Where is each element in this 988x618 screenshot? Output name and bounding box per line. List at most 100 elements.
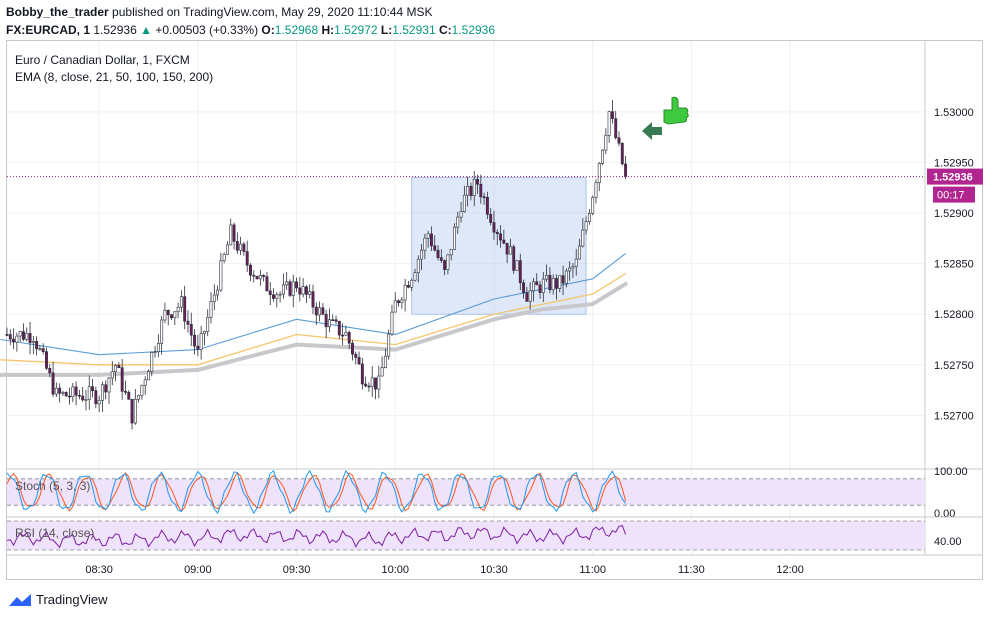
instrument-legend[interactable]: Euro / Canadian Dollar, 1, FXCM: [15, 53, 190, 67]
candle-body: [314, 306, 318, 316]
candle-body: [219, 260, 223, 291]
candle-body: [281, 284, 285, 295]
candle-body: [617, 137, 621, 144]
candle-body: [74, 386, 78, 396]
candle-body: [268, 290, 272, 295]
author-name[interactable]: Bobby_the_trader: [6, 5, 109, 19]
chart-frame: [6, 40, 983, 580]
candle-body: [614, 118, 618, 139]
candle-body: [321, 307, 325, 315]
candle-body: [341, 334, 345, 337]
y-tick-label: 1.52950: [934, 157, 974, 169]
countdown-badge: [933, 186, 975, 203]
rsi-tick-label: 40.00: [934, 536, 962, 548]
candle-body: [571, 266, 575, 269]
footer-brand[interactable]: TradingView: [36, 592, 108, 607]
candle-body: [551, 278, 555, 291]
y-tick-label: 1.52800: [934, 309, 974, 321]
candle-body: [574, 258, 578, 267]
candle-body: [327, 319, 331, 328]
candle-body: [41, 348, 45, 352]
low-value: 1.52931: [392, 23, 436, 37]
candle-body: [196, 345, 200, 350]
thumbs-up-shape: [663, 96, 689, 125]
x-tick-label: 12:00: [776, 564, 804, 576]
candle-body: [28, 333, 32, 343]
rsi-line: [6, 525, 627, 549]
candle-body: [179, 296, 183, 308]
stoch-legend[interactable]: Stoch (5, 3, 3): [15, 479, 90, 493]
candle-body: [357, 357, 361, 365]
candle-body: [202, 331, 206, 334]
candle-body: [522, 282, 526, 294]
candle-body: [38, 348, 42, 350]
candle-body: [143, 379, 147, 386]
candle-body: [183, 296, 187, 322]
candle-body: [531, 281, 535, 292]
candle-body: [426, 233, 430, 239]
ohlc-line: FX:EURCAD, 1 1.52936 ▲ +0.00503 (+0.33%)…: [6, 23, 495, 37]
stoch-tick-label: 0.00: [934, 508, 955, 520]
candle-body: [433, 245, 437, 251]
candle-body: [446, 254, 450, 270]
candle-body: [249, 264, 252, 276]
candle-body: [360, 363, 364, 385]
candle-body: [301, 286, 305, 295]
candle-body: [199, 333, 203, 350]
candle-body: [81, 395, 85, 401]
y-tick-label: 1.52850: [934, 259, 974, 271]
candle-body: [607, 111, 611, 136]
y-tick-label: 1.52750: [934, 360, 974, 372]
stoch-band: [7, 478, 925, 506]
candle-body: [594, 182, 598, 198]
candle-body: [374, 377, 377, 390]
stoch-k-line: [6, 469, 627, 515]
candle-body: [439, 257, 443, 261]
candle-body: [344, 332, 348, 336]
candle-body: [130, 398, 134, 424]
candle-body: [370, 377, 374, 387]
rsi-legend[interactable]: RSI (14, close): [15, 526, 94, 540]
candle-body: [150, 352, 154, 372]
publish-line: Bobby_the_trader published on TradingVie…: [6, 5, 432, 19]
candle-body: [97, 400, 101, 405]
rsi-pane: 40.00: [6, 516, 983, 551]
open-label: O:: [261, 23, 275, 37]
candle-body: [548, 275, 552, 291]
candle-body: [245, 251, 249, 266]
candle-body: [64, 392, 68, 397]
last-price: 1.52936: [93, 23, 137, 37]
candle-body: [163, 309, 167, 321]
candle-body: [265, 276, 269, 292]
candle-body: [61, 392, 65, 394]
candle-body: [331, 319, 335, 322]
y-tick-label: 1.52700: [934, 410, 974, 422]
candle-body: [12, 338, 16, 343]
candle-body: [456, 216, 460, 228]
candle-body: [295, 281, 298, 289]
x-tick-label: 11:30: [678, 564, 705, 576]
y-tick-label: 1.53000: [934, 107, 974, 119]
candle-body: [324, 313, 328, 328]
candle-body: [492, 222, 496, 233]
low-label: L:: [380, 23, 393, 37]
candle-body: [337, 321, 341, 336]
candle-body: [117, 365, 121, 369]
candle-body: [400, 299, 404, 303]
candle-body: [462, 194, 466, 213]
footer: TradingView: [8, 592, 108, 607]
change-value: +0.00503 (+0.33%): [155, 23, 259, 37]
candle-body: [58, 387, 62, 394]
candle-body: [380, 367, 384, 377]
candle-body: [443, 260, 447, 270]
candle-body: [578, 245, 581, 260]
candle-body: [387, 333, 391, 357]
candle-body: [367, 385, 371, 388]
candle-body: [133, 398, 137, 424]
candle-body: [278, 293, 282, 296]
candle-body: [364, 383, 368, 387]
ema-legend[interactable]: EMA (8, close, 21, 50, 100, 150, 200): [15, 70, 213, 84]
candle-body: [285, 281, 289, 286]
candle-body: [232, 224, 236, 242]
